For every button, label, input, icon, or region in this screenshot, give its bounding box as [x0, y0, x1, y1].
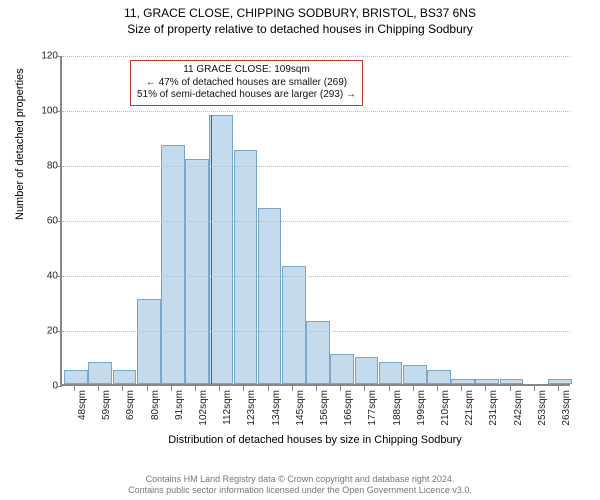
histogram-bar	[88, 362, 112, 384]
x-tick-mark	[534, 386, 535, 391]
gridline	[62, 221, 570, 222]
histogram-bar	[379, 362, 403, 384]
x-tick-mark	[243, 386, 244, 391]
histogram-bar	[185, 159, 209, 385]
x-tick-mark	[437, 386, 438, 391]
y-tick-mark	[57, 331, 62, 332]
y-axis-label: Number of detached properties	[14, 68, 26, 220]
histogram-bar	[161, 145, 185, 384]
x-tick-mark	[461, 386, 462, 391]
x-axis-label: Distribution of detached houses by size …	[60, 434, 570, 446]
x-tick-label: 59sqm	[101, 390, 112, 420]
x-tick-label: 221sqm	[464, 390, 475, 426]
y-tick-label: 100	[28, 106, 58, 117]
property-marker-line	[211, 115, 212, 385]
histogram-bar	[113, 370, 137, 384]
histogram-bar	[137, 299, 161, 384]
y-tick-mark	[57, 56, 62, 57]
y-tick-label: 60	[28, 216, 58, 227]
footer-line2: Contains public sector information licen…	[0, 485, 600, 496]
x-tick-label: 102sqm	[198, 390, 209, 426]
x-tick-mark	[147, 386, 148, 391]
y-tick-mark	[57, 276, 62, 277]
x-tick-mark	[340, 386, 341, 391]
x-tick-label: 199sqm	[416, 390, 427, 426]
histogram-bar	[548, 379, 572, 385]
gridline	[62, 56, 570, 57]
footer-attribution: Contains HM Land Registry data © Crown c…	[0, 474, 600, 497]
histogram-bar	[258, 208, 282, 384]
y-tick-mark	[57, 166, 62, 167]
annotation-box: 11 GRACE CLOSE: 109sqm ← 47% of detached…	[130, 60, 363, 106]
histogram-bar	[355, 357, 379, 385]
plot-area: 020406080100120	[60, 56, 570, 386]
y-tick-label: 0	[28, 381, 58, 392]
x-tick-mark	[316, 386, 317, 391]
x-tick-mark	[74, 386, 75, 391]
histogram-bar	[282, 266, 306, 384]
y-tick-label: 120	[28, 51, 58, 62]
y-tick-label: 40	[28, 271, 58, 282]
histogram-bar	[451, 379, 475, 385]
histogram-bar	[500, 379, 524, 385]
histogram-bar	[403, 365, 427, 384]
chart-title-desc: Size of property relative to detached ho…	[0, 20, 600, 36]
y-tick-mark	[57, 221, 62, 222]
annotation-line2: ← 47% of detached houses are smaller (26…	[137, 77, 356, 90]
x-tick-label: 177sqm	[367, 390, 378, 426]
chart-area: 020406080100120 Distribution of detached…	[60, 56, 570, 410]
x-tick-label: 48sqm	[77, 390, 88, 420]
x-tick-mark	[364, 386, 365, 391]
x-tick-mark	[510, 386, 511, 391]
x-tick-mark	[98, 386, 99, 391]
x-tick-label: 80sqm	[150, 390, 161, 420]
gridline	[62, 111, 570, 112]
x-tick-label: 210sqm	[440, 390, 451, 426]
x-tick-mark	[122, 386, 123, 391]
x-tick-mark	[389, 386, 390, 391]
histogram-bar	[234, 150, 258, 384]
x-tick-label: 253sqm	[537, 390, 548, 426]
x-tick-mark	[171, 386, 172, 391]
y-tick-label: 20	[28, 326, 58, 337]
y-tick-mark	[57, 386, 62, 387]
x-tick-label: 156sqm	[319, 390, 330, 426]
x-tick-label: 123sqm	[246, 390, 257, 426]
annotation-line1: 11 GRACE CLOSE: 109sqm	[137, 64, 356, 77]
annotation-line3: 51% of semi-detached houses are larger (…	[137, 89, 356, 102]
x-tick-mark	[485, 386, 486, 391]
x-tick-mark	[195, 386, 196, 391]
x-tick-label: 231sqm	[488, 390, 499, 426]
x-tick-label: 188sqm	[392, 390, 403, 426]
x-tick-label: 263sqm	[561, 390, 572, 426]
x-tick-label: 112sqm	[222, 390, 233, 425]
x-tick-label: 69sqm	[125, 390, 136, 420]
y-tick-mark	[57, 111, 62, 112]
x-tick-label: 134sqm	[271, 390, 282, 426]
footer-line1: Contains HM Land Registry data © Crown c…	[0, 474, 600, 485]
gridline	[62, 166, 570, 167]
histogram-bar	[64, 370, 88, 384]
histogram-bar	[427, 370, 451, 384]
gridline	[62, 331, 570, 332]
x-tick-label: 145sqm	[295, 390, 306, 426]
x-tick-label: 166sqm	[343, 390, 354, 426]
x-tick-mark	[558, 386, 559, 391]
histogram-bar	[330, 354, 354, 384]
histogram-bar	[475, 379, 499, 385]
x-tick-mark	[292, 386, 293, 391]
x-tick-mark	[268, 386, 269, 391]
x-tick-label: 242sqm	[513, 390, 524, 426]
gridline	[62, 276, 570, 277]
histogram-bar	[209, 115, 233, 385]
x-tick-mark	[219, 386, 220, 391]
x-tick-label: 91sqm	[174, 390, 185, 420]
y-tick-label: 80	[28, 161, 58, 172]
x-tick-mark	[413, 386, 414, 391]
chart-title-address: 11, GRACE CLOSE, CHIPPING SODBURY, BRIST…	[0, 0, 600, 20]
